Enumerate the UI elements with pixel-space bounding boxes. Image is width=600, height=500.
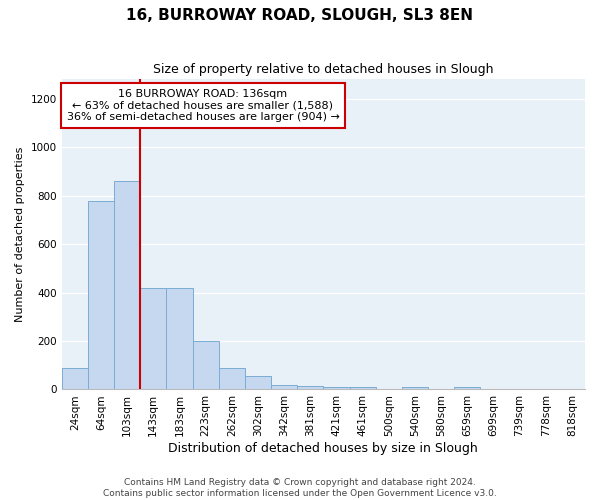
Bar: [193, 341, 218, 390]
X-axis label: Distribution of detached houses by size in Slough: Distribution of detached houses by size …: [169, 442, 478, 455]
Bar: [402, 387, 428, 390]
Bar: [454, 387, 481, 390]
Bar: [271, 384, 297, 390]
Bar: [166, 288, 193, 390]
Text: 16, BURROWAY ROAD, SLOUGH, SL3 8EN: 16, BURROWAY ROAD, SLOUGH, SL3 8EN: [127, 8, 473, 22]
Bar: [218, 368, 245, 390]
Bar: [297, 386, 323, 390]
Bar: [140, 288, 166, 390]
Title: Size of property relative to detached houses in Slough: Size of property relative to detached ho…: [153, 62, 494, 76]
Text: 16 BURROWAY ROAD: 136sqm
← 63% of detached houses are smaller (1,588)
36% of sem: 16 BURROWAY ROAD: 136sqm ← 63% of detach…: [67, 88, 340, 122]
Bar: [88, 200, 114, 390]
Y-axis label: Number of detached properties: Number of detached properties: [15, 147, 25, 322]
Bar: [350, 387, 376, 390]
Bar: [62, 368, 88, 390]
Bar: [323, 387, 350, 390]
Text: Contains HM Land Registry data © Crown copyright and database right 2024.
Contai: Contains HM Land Registry data © Crown c…: [103, 478, 497, 498]
Bar: [114, 181, 140, 390]
Bar: [245, 376, 271, 390]
